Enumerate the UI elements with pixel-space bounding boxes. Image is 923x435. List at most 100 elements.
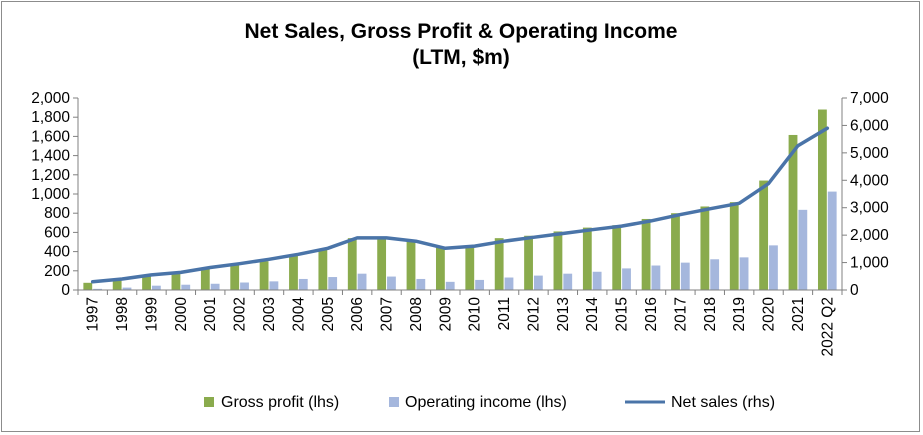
x-tick-label-2001: 2001 — [202, 297, 219, 331]
right-tick-label: 5,000 — [850, 145, 889, 162]
right-tick-label: 7,000 — [850, 90, 889, 107]
bar-gross-profit-2013 — [553, 231, 563, 290]
left-tick-label: 400 — [44, 244, 70, 261]
x-tick-label-2015: 2015 — [614, 297, 631, 331]
bar-operating-income-2000 — [181, 284, 191, 290]
x-tick-label-2016: 2016 — [643, 297, 660, 331]
bar-operating-income-2007 — [387, 276, 396, 290]
bar-gross-profit-2018 — [700, 206, 710, 290]
right-tick-label: 3,000 — [850, 200, 889, 217]
right-tick-label: 0 — [850, 282, 859, 299]
x-tick-label-2012: 2012 — [525, 297, 542, 331]
legend-label-gross-profit: Gross profit (lhs) — [221, 394, 339, 411]
x-tick-label-2011: 2011 — [496, 297, 513, 330]
left-tick-label: 1,600 — [31, 128, 70, 145]
x-tick-label-2013: 2013 — [555, 297, 572, 331]
x-tick-label-1997: 1997 — [85, 297, 102, 331]
bar-operating-income-2004 — [298, 278, 308, 290]
bar-gross-profit-2000 — [171, 273, 181, 290]
bar-operating-income-2012 — [533, 275, 543, 290]
right-y-axis: 0 1,000 2,000 3,000 4,000 5,000 6,000 7,000 — [841, 90, 889, 299]
x-tick-label-2004: 2004 — [290, 297, 307, 332]
x-tick-label-2002: 2002 — [232, 297, 249, 331]
x-tick-label-2018: 2018 — [702, 297, 719, 331]
bars — [83, 109, 837, 291]
bar-gross-profit-2003 — [259, 261, 269, 290]
bar-gross-profit-2012 — [524, 235, 533, 290]
net-sales-line — [90, 126, 830, 284]
x-tick-label-2006: 2006 — [349, 297, 366, 331]
bar-operating-income-2006 — [357, 273, 367, 290]
bar-gross-profit-2002 — [230, 264, 240, 290]
bar-operating-income-1999 — [151, 285, 161, 290]
x-tick-label-2003: 2003 — [261, 297, 278, 331]
legend-swatch-gross-profit — [204, 397, 214, 407]
bar-gross-profit-2017 — [671, 213, 680, 290]
bar-gross-profit-2009 — [435, 247, 445, 290]
bar-gross-profit-2019 — [729, 202, 739, 290]
bar-operating-income-2009 — [445, 281, 455, 290]
bar-operating-income-2017 — [680, 262, 690, 290]
bar-operating-income-2019 — [739, 257, 749, 290]
bar-gross-profit-2015 — [612, 225, 622, 290]
bar-gross-profit-2001 — [200, 268, 210, 290]
x-axis: 1997 1998 1999 2000 2001 2002 2003 2004 2005 2006… — [77, 289, 843, 356]
right-tick-label: 1,000 — [850, 255, 889, 272]
bar-operating-income-1997 — [93, 288, 103, 290]
bar-gross-profit-2011 — [494, 238, 504, 290]
x-tick-label-2017: 2017 — [672, 297, 689, 331]
net-sales-line-group — [90, 126, 830, 284]
left-tick-label: 2,000 — [31, 90, 70, 107]
bar-gross-profit-2010 — [465, 246, 475, 290]
bar-operating-income-2002 — [240, 282, 249, 290]
bar-operating-income-2005 — [328, 277, 338, 290]
x-tick-label-2020: 2020 — [761, 297, 778, 332]
bar-operating-income-2014 — [592, 271, 602, 290]
bar-gross-profit-2021 — [788, 134, 798, 290]
x-tick-label-2021: 2021 — [790, 297, 807, 331]
x-tick-label-1999: 1999 — [143, 297, 160, 331]
left-tick-label: 1,200 — [31, 167, 70, 184]
bar-operating-income-2021 — [798, 209, 808, 290]
x-tick-label-2008: 2008 — [408, 297, 425, 331]
legend-label-operating-income: Operating income (lhs) — [405, 394, 567, 411]
left-tick-label: 1,800 — [31, 109, 70, 126]
left-tick-label: 600 — [44, 224, 70, 241]
bar-gross-profit-2014 — [582, 227, 592, 290]
right-tick-label: 4,000 — [850, 172, 889, 189]
bar-operating-income-2018 — [710, 259, 720, 290]
bar-gross-profit-2005 — [318, 249, 328, 290]
left-tick-label: 800 — [44, 205, 70, 222]
x-tick-label-2000: 2000 — [173, 297, 190, 332]
chart-title: Net Sales, Gross Profit & Operating Inco… — [245, 20, 678, 43]
left-y-axis: 0 200 400 600 800 1,000 1,200 1,400 1,600 1,800 2,… — [31, 90, 79, 299]
x-tick-label-2007: 2007 — [379, 297, 396, 331]
x-tick-label-2005: 2005 — [320, 297, 337, 331]
bar-operating-income-2013 — [563, 273, 573, 290]
bar-operating-income-2001 — [210, 283, 220, 290]
bar-operating-income-2016 — [651, 265, 661, 290]
legend: Gross profit (lhs) Operating income (lhs… — [204, 394, 775, 411]
right-tick-label: 6,000 — [850, 117, 889, 134]
x-tick-label-1998: 1998 — [114, 297, 131, 331]
legend-swatch-operating-income — [389, 397, 399, 407]
x-tick-label-2014: 2014 — [584, 297, 601, 332]
left-tick-label: 0 — [61, 282, 70, 299]
bar-operating-income-2010 — [475, 279, 485, 290]
bar-gross-profit-2022-q2 — [817, 109, 827, 291]
bar-operating-income-2011 — [504, 277, 514, 290]
bar-operating-income-2020 — [769, 245, 778, 290]
bar-gross-profit-1997 — [83, 282, 93, 290]
bar-gross-profit-2008 — [406, 239, 416, 290]
bar-gross-profit-1999 — [142, 275, 151, 290]
x-tick-label-2022-q2: 2022 Q2 — [819, 297, 836, 356]
bar-gross-profit-2016 — [641, 218, 651, 290]
legend-label-net-sales: Net sales (rhs) — [671, 394, 775, 411]
x-tick-label-2010: 2010 — [467, 297, 484, 332]
right-tick-label: 2,000 — [850, 227, 889, 244]
bar-operating-income-2003 — [269, 281, 279, 290]
bar-gross-profit-2004 — [289, 254, 298, 290]
bar-operating-income-2022-q2 — [827, 191, 837, 290]
left-tick-label: 200 — [44, 263, 70, 280]
